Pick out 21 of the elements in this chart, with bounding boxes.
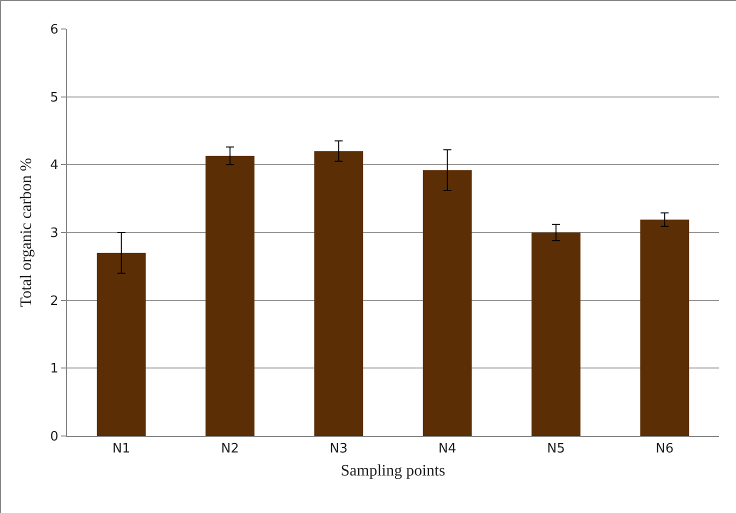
y-tick-label: 0 <box>50 430 58 445</box>
y-tick-label: 3 <box>50 226 58 242</box>
x-tick-label: N2 <box>221 442 239 457</box>
y-tick-label: 4 <box>50 158 58 174</box>
bar <box>532 232 580 436</box>
bar <box>206 156 254 436</box>
bar <box>314 151 364 436</box>
y-tick-label: 5 <box>50 90 58 106</box>
y-axis-title: Total organic carbon % <box>18 158 36 308</box>
x-tick-label: N4 <box>438 442 456 457</box>
x-tick-label: N1 <box>112 442 130 457</box>
x-tick-label: N5 <box>547 442 565 457</box>
x-tick-label: N6 <box>656 442 674 457</box>
y-tick-label: 6 <box>50 22 58 38</box>
x-tick-label: N3 <box>330 442 348 457</box>
bar <box>96 252 146 436</box>
y-tick-label: 1 <box>50 362 58 377</box>
x-axis-title: Sampling points <box>340 462 446 480</box>
bar <box>640 220 690 436</box>
bar <box>422 170 472 436</box>
y-tick-label: 2 <box>50 294 58 309</box>
